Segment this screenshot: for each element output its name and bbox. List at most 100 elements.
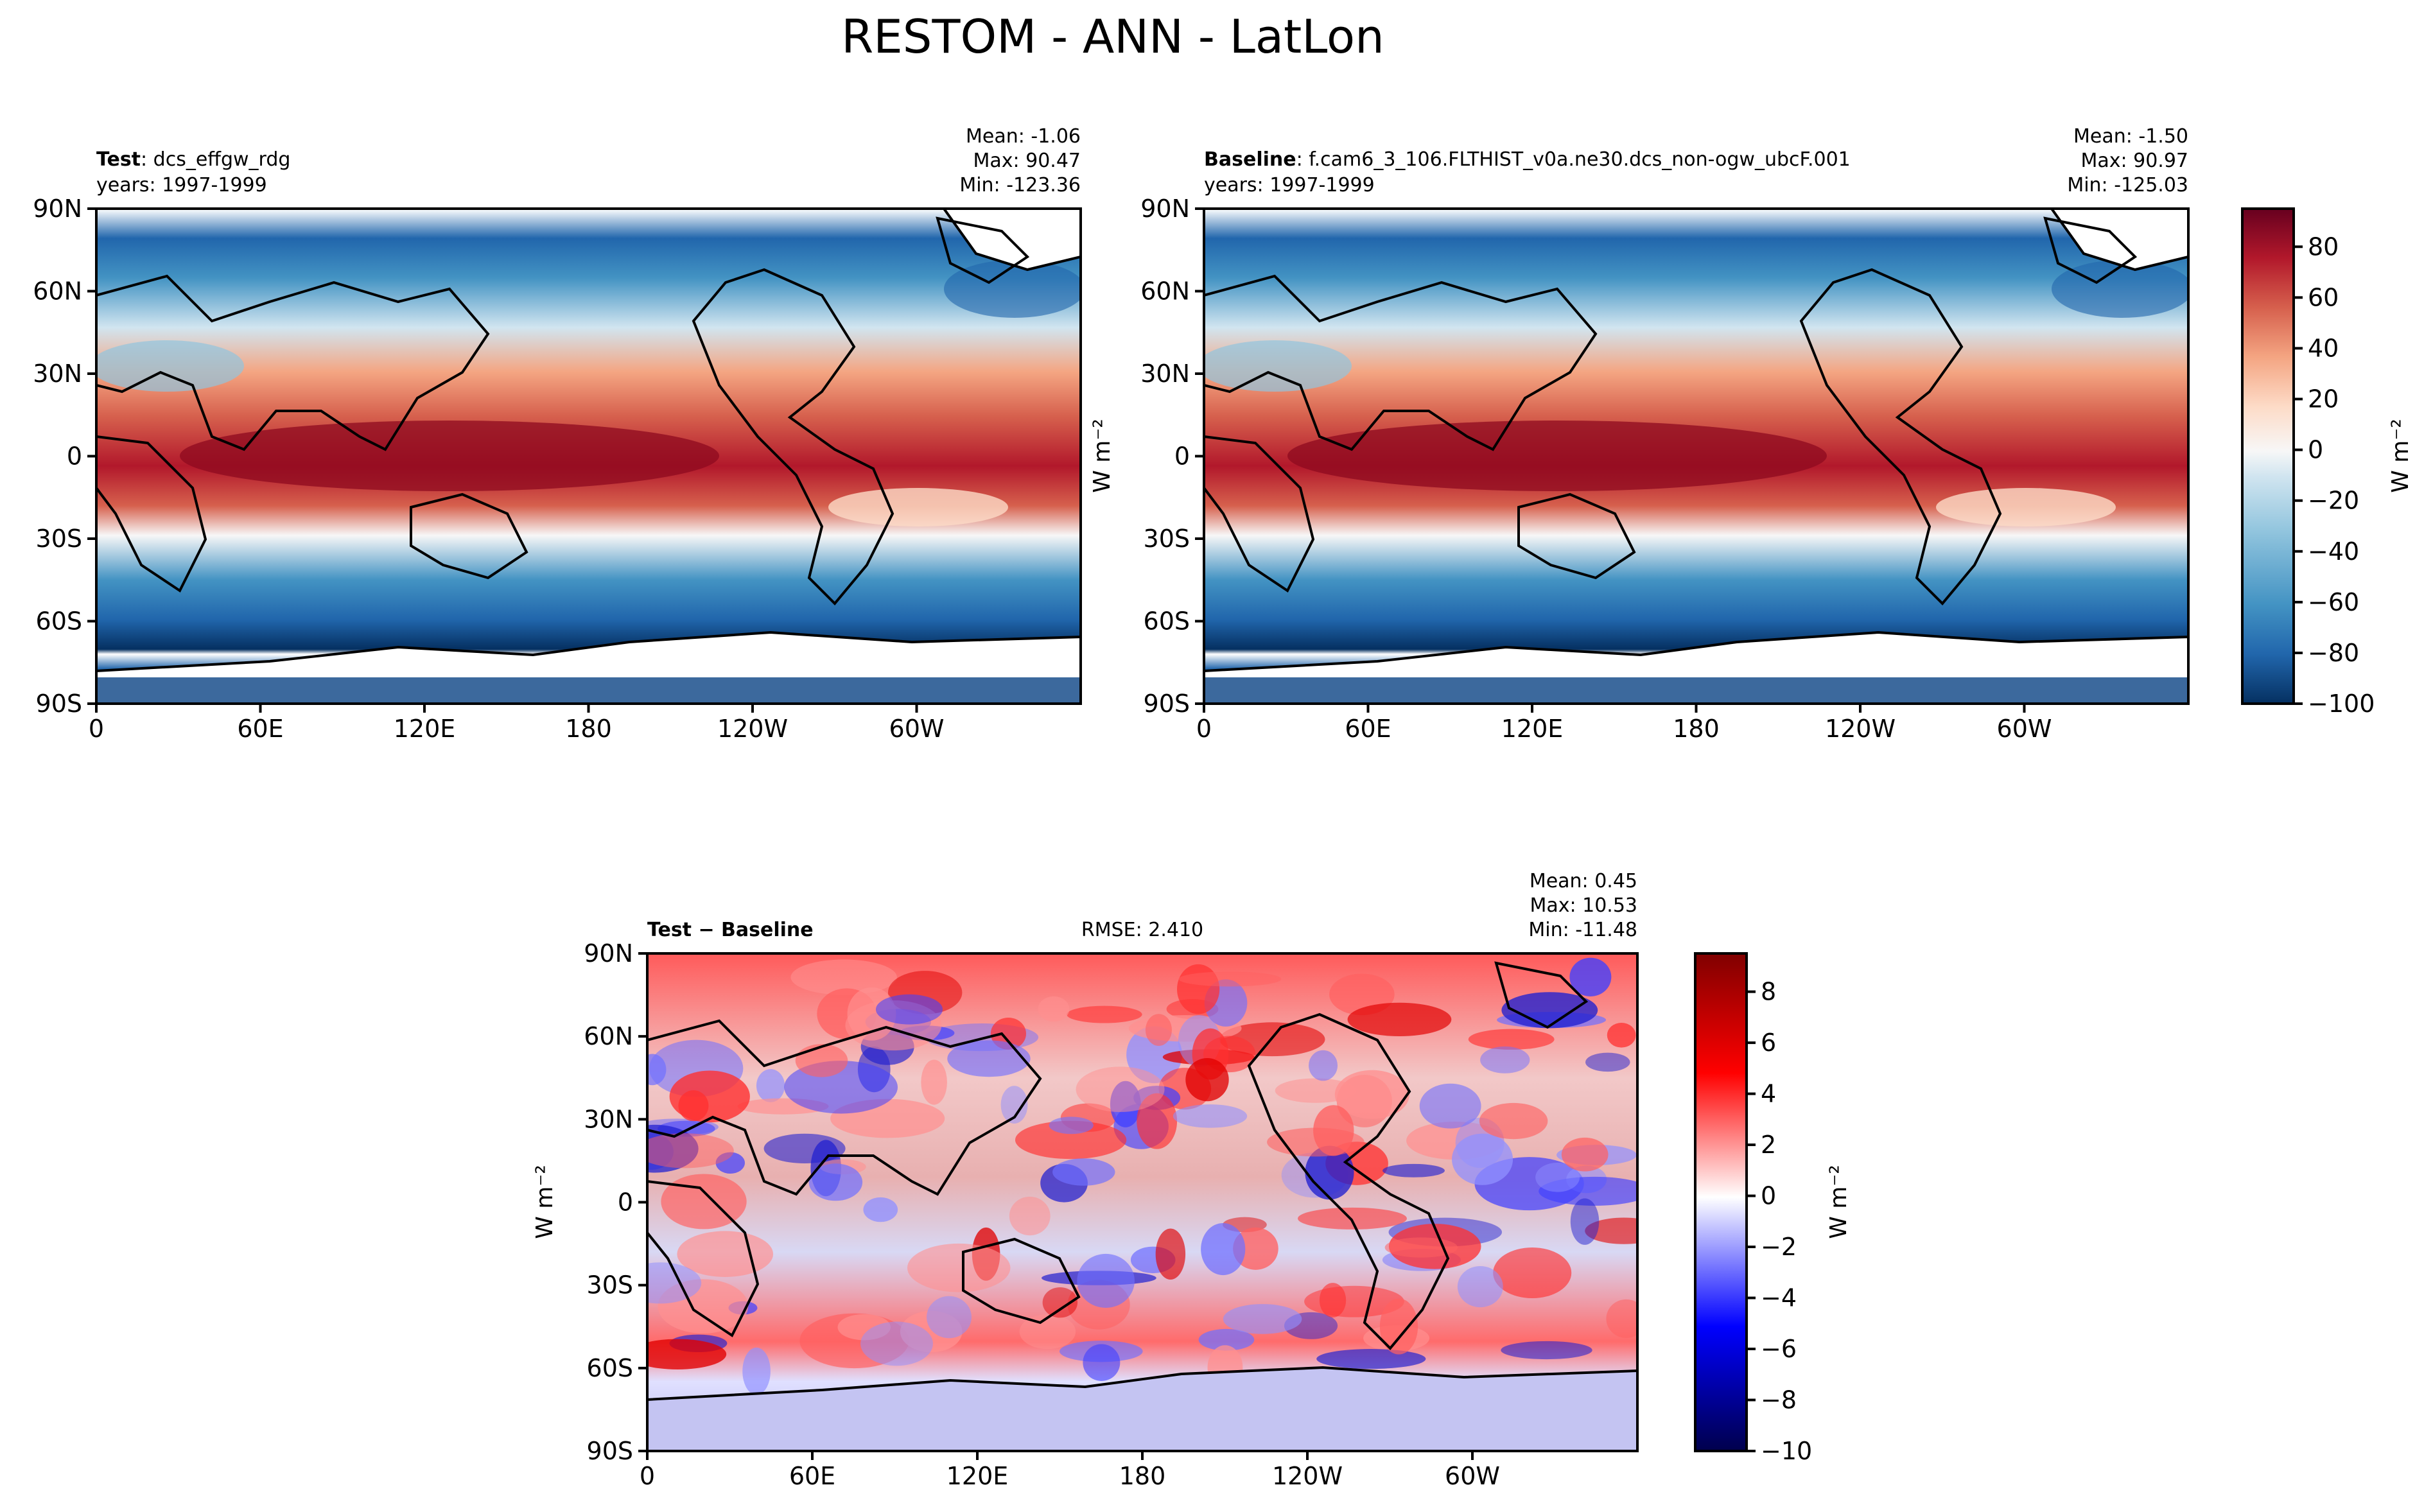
diff-anomaly-blob <box>1570 1198 1600 1245</box>
baseline-north-atlantic-cool <box>2052 260 2188 318</box>
lat-tick-label: 90N <box>584 939 633 968</box>
colorbar-tick-label: 2 <box>1761 1131 1776 1159</box>
diff-anomaly-blob <box>1334 1070 1409 1119</box>
lon-tick-label: 120W <box>717 715 788 743</box>
diff-anomaly-blob <box>763 1133 846 1163</box>
diff-anomaly-blob <box>1561 1137 1609 1172</box>
diff-anomaly-blob <box>795 1044 848 1077</box>
baseline-coastline-australia <box>1517 492 1636 580</box>
diff-anomaly-blob <box>1155 1228 1186 1280</box>
baseline-coastline-eurasia <box>1204 274 1598 451</box>
colorbar-tick-label: 8 <box>1761 978 1776 1006</box>
diff-stat-mean: Mean: 0.45 <box>1530 870 1637 892</box>
test-coastline-australia <box>410 492 528 580</box>
colorbar-tick-label: −40 <box>2308 537 2359 566</box>
colorbar-tick-label: 20 <box>2308 385 2339 413</box>
diff-coastline-eurasia <box>647 1019 1042 1196</box>
lat-tick-label: 30S <box>36 525 82 553</box>
diff-coastline-americas <box>1247 1012 1450 1350</box>
baseline-panel: Baseline: f.cam6_3_106.FLTHIST_v0a.ne30.… <box>1089 125 2190 743</box>
diff-anomaly-blob <box>875 994 943 1025</box>
lon-tick-label: 60W <box>1997 715 2052 743</box>
diff-anomaly-blob <box>1038 996 1070 1022</box>
diff-anomaly-blob <box>1067 1005 1142 1023</box>
diff-anomaly-blob <box>742 1347 771 1395</box>
test-sahara-cool <box>96 340 244 392</box>
diff-anomaly-blob <box>1178 971 1282 987</box>
diff-anomaly-blob <box>1000 1086 1028 1124</box>
diff-anomaly-blob <box>790 959 897 995</box>
diff-lat-axis: 90N 60N 30N 0 30S 60S 90S <box>584 939 647 1465</box>
diff-anomaly-blob <box>863 1197 898 1222</box>
lon-tick-label: 0 <box>640 1462 655 1490</box>
diff-colorbar-gradient <box>1694 952 1748 1452</box>
baseline-stat-min: Min: -125.03 <box>2067 174 2188 196</box>
lon-tick-label: 60E <box>1345 715 1391 743</box>
baseline-coastline-greenland <box>2043 216 2138 284</box>
top-colorbar-units: W m⁻² <box>2387 419 2414 493</box>
colorbar-tick-label: −8 <box>1761 1386 1797 1414</box>
lat-tick-label: 90S <box>36 690 82 718</box>
diff-anomaly-blob <box>1501 992 1598 1029</box>
baseline-arctic-land <box>2050 209 2188 272</box>
test-panel: Test: dcs_effgw_rdg years: 1997-1999 Mea… <box>33 125 1082 743</box>
baseline-sahara-cool <box>1204 340 1352 392</box>
baseline-stat-max: Max: 90.97 <box>2080 150 2188 172</box>
diff-anomaly-blob <box>1347 1002 1452 1037</box>
lon-tick-label: 120E <box>1501 715 1564 743</box>
diff-anomaly-blob <box>1382 1163 1445 1177</box>
colorbar-tick-label: 80 <box>2308 232 2339 261</box>
diff-anomaly-blob <box>756 1069 785 1102</box>
colorbar-tick-label: 6 <box>1761 1029 1776 1057</box>
diff-anomaly-blob <box>1585 1052 1630 1072</box>
lat-tick-label: 30N <box>584 1105 633 1133</box>
diff-anomaly-blob <box>1607 1022 1636 1048</box>
diff-anomaly-blob <box>1468 1029 1555 1050</box>
baseline-lat-axis: 90N 60N 30N 0 30S 60S 90S <box>1140 195 1204 718</box>
baseline-panel-label: Baseline: f.cam6_3_106.FLTHIST_v0a.ne30.… <box>1204 148 1851 171</box>
diff-anomaly-blob <box>1535 1162 1580 1192</box>
diff-anomaly-blob <box>927 1296 972 1339</box>
lat-tick-label: 0 <box>67 442 82 471</box>
diff-coastline-australia <box>962 1237 1081 1325</box>
diff-anomaly-blob <box>1493 1247 1572 1299</box>
colorbar-tick-label: 0 <box>1761 1182 1776 1210</box>
diff-anomaly-blob <box>661 1174 747 1230</box>
lon-tick-label: 60W <box>1445 1462 1500 1490</box>
diff-anomaly-blob <box>669 1070 750 1123</box>
diff-anomaly-blob <box>1201 1222 1246 1276</box>
diff-colorbar-units: W m⁻² <box>1826 1165 1852 1239</box>
lat-tick-label: 90S <box>587 1437 633 1465</box>
diff-coastline-africa <box>647 1180 760 1337</box>
lon-tick-label: 120E <box>946 1462 1009 1490</box>
lat-tick-label: 60N <box>33 277 82 306</box>
test-stat-mean: Mean: -1.06 <box>966 125 1081 148</box>
lat-tick-label: 60N <box>584 1022 633 1050</box>
baseline-pacific-warm-pool <box>1287 421 1827 491</box>
lon-tick-label: 120W <box>1272 1462 1343 1490</box>
diff-anomaly-blob <box>1479 1102 1548 1140</box>
colorbar-tick-label: −10 <box>1761 1437 1812 1465</box>
diff-lon-axis: 0 60E 120E 180 120W 60W <box>640 1451 1500 1490</box>
diff-antarctica <box>647 1366 1637 1451</box>
diff-anomaly-blob <box>1384 1237 1458 1258</box>
test-map-field <box>96 209 1081 704</box>
diff-coastline-greenland <box>1494 961 1589 1029</box>
diff-anomaly-blob <box>1052 1158 1115 1186</box>
diff-panel: Test − Baseline RMSE: 2.410 Mean: 0.45 M… <box>532 870 1639 1490</box>
lon-tick-label: 60E <box>789 1462 835 1490</box>
diff-anomaly-blob <box>1083 1344 1121 1381</box>
diff-panel-label: Test − Baseline <box>647 919 814 941</box>
baseline-lon-axis: 0 60E 120E 180 120W 60W <box>1196 704 2052 743</box>
figure-title: RESTOM - ANN - LatLon <box>841 10 1384 64</box>
lon-tick-label: 180 <box>565 715 612 743</box>
baseline-label-case: : f.cam6_3_106.FLTHIST_v0a.ne30.dcs_non-… <box>1296 148 1851 171</box>
top-colorbar-ticks: −100 −80 −60 −40 −20 0 20 40 60 80 <box>2294 232 2375 718</box>
diff-anomaly-blob <box>715 1152 746 1174</box>
diff-units-label: W m⁻² <box>532 1165 558 1239</box>
diff-anomaly-blob <box>677 1231 774 1277</box>
colorbar-tick-label: −4 <box>1761 1284 1797 1312</box>
diff-map-field <box>647 953 1637 1451</box>
colorbar-tick-label: −60 <box>2308 588 2359 616</box>
